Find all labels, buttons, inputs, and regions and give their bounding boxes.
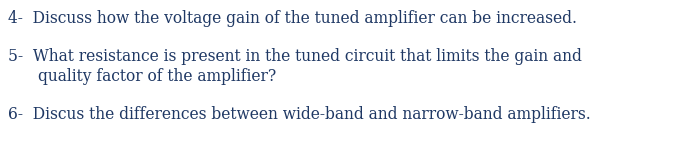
Text: 5-  What resistance is present in the tuned circuit that limits the gain and: 5- What resistance is present in the tun… — [8, 48, 582, 65]
Text: 6-  Discus the differences between​ wide-band and narrow-band amplifiers.: 6- Discus the differences between​ wide-… — [8, 106, 591, 123]
Text: quality factor of the amplifier?: quality factor of the amplifier? — [38, 68, 276, 85]
Text: 4-  Discuss how the voltage gain of the tuned amplifier can be increased.: 4- Discuss how the voltage gain of the t… — [8, 10, 577, 27]
